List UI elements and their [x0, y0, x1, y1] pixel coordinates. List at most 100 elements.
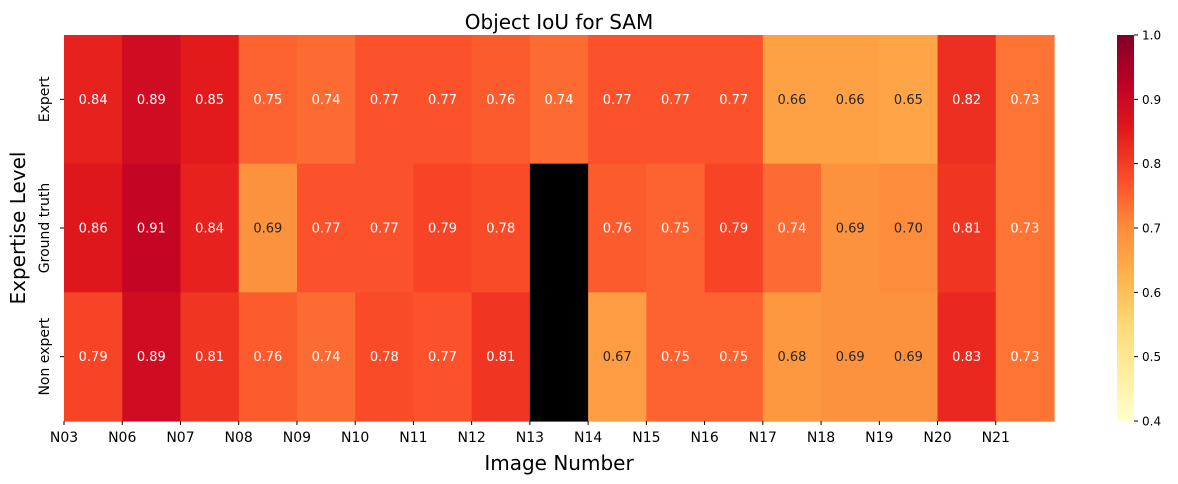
x-tick-labels: N03 N06 N07 N08 N09 N10 N11 N12 N13 N14 N15 N16 N17 N… [50, 421, 1010, 446]
cell-value-label: 0.81 [486, 350, 515, 365]
x-tick-label: N14 [574, 430, 602, 446]
cell-value-label: 0.82 [952, 93, 981, 108]
x-tick-label: N20 [923, 430, 951, 446]
y-tick-labels: Expert Ground truth Non expert [37, 76, 64, 396]
cell-value-label: 0.79 [719, 222, 748, 237]
heatmap-cell [64, 163, 123, 293]
heatmap-cell [762, 163, 822, 293]
heatmap-cell [296, 292, 356, 422]
heatmap-cell-labels: 0.84 0.89 0.85 0.75 0.74 0.77 0.77 0.76 0.74 0.77… [79, 93, 1040, 365]
cell-value-label: 0.77 [661, 93, 690, 108]
heatmap-cell [646, 35, 706, 165]
cell-value-label: 0.81 [952, 222, 981, 237]
cell-value-label: 0.75 [661, 350, 690, 365]
x-tick-label: N18 [807, 430, 835, 446]
x-tick-label: N07 [166, 430, 194, 446]
heatmap-cell [529, 163, 589, 293]
cell-value-label: 0.69 [894, 350, 923, 365]
heatmap-cell [355, 163, 415, 293]
heatmap-cells [64, 35, 1055, 422]
heatmap-cell [937, 35, 997, 165]
heatmap-cell [821, 292, 880, 422]
heatmap-cell [180, 35, 240, 165]
heatmap-cell [238, 292, 298, 422]
x-tick-label: N21 [982, 430, 1010, 446]
heatmap-cell [879, 163, 939, 293]
heatmap-cell [995, 292, 1055, 422]
colorbar-tick-label: 0.4 [1142, 415, 1161, 429]
heatmap-cell [238, 35, 298, 165]
cell-value-label: 0.69 [836, 222, 865, 237]
heatmap-cell [471, 163, 531, 293]
cell-value-label: 0.84 [195, 222, 224, 237]
heatmap-cell [529, 35, 589, 165]
cell-value-label: 0.77 [370, 222, 399, 237]
x-tick-label: N17 [749, 430, 777, 446]
x-tick-label: N15 [632, 430, 660, 446]
cell-value-label: 0.86 [79, 222, 108, 237]
cell-value-label: 0.89 [137, 350, 166, 365]
cell-value-label: 0.79 [79, 350, 108, 365]
heatmap-cell [413, 163, 473, 293]
x-axis-label: Image Number [484, 451, 634, 475]
cell-value-label: 0.74 [777, 222, 806, 237]
cell-value-label: 0.74 [545, 93, 574, 108]
cell-value-label: 0.75 [719, 350, 748, 365]
heatmap-cell [238, 163, 298, 293]
colorbar-tick-label: 0.6 [1142, 286, 1161, 300]
x-tick-label: N12 [458, 430, 486, 446]
cell-value-label: 0.68 [777, 350, 806, 365]
cell-value-label: 0.85 [195, 93, 224, 108]
x-tick-label: N19 [865, 430, 893, 446]
heatmap-cell [762, 292, 822, 422]
y-tick-label: Non expert [37, 317, 53, 395]
cell-value-label: 0.78 [486, 222, 515, 237]
cell-value-label: 0.75 [661, 222, 690, 237]
heatmap-cell [704, 292, 764, 422]
heatmap-cell [937, 163, 997, 293]
x-tick-label: N06 [108, 430, 136, 446]
cell-value-label: 0.84 [79, 93, 108, 108]
heatmap-cell [413, 35, 473, 165]
heatmap-cell [821, 163, 880, 293]
cell-value-label: 0.66 [777, 93, 806, 108]
x-tick-label: N16 [690, 430, 718, 446]
cell-value-label: 0.75 [253, 93, 282, 108]
x-tick-label: N13 [516, 430, 544, 446]
cell-value-label: 0.77 [428, 93, 457, 108]
heatmap-cell [646, 163, 706, 293]
colorbar-tick-label: 0.7 [1142, 222, 1161, 236]
x-tick-label: N09 [283, 430, 311, 446]
cell-value-label: 0.76 [603, 222, 632, 237]
heatmap-cell [471, 292, 531, 422]
heatmap-cell [180, 292, 240, 422]
cell-value-label: 0.76 [486, 93, 515, 108]
cell-value-label: 0.79 [428, 222, 457, 237]
colorbar [1117, 35, 1134, 421]
cell-value-label: 0.76 [253, 350, 282, 365]
cell-value-label: 0.67 [603, 350, 632, 365]
cell-value-label: 0.81 [195, 350, 224, 365]
heatmap-cell [879, 35, 939, 165]
heatmap-cell [471, 35, 531, 165]
chart-title: Object IoU for SAM [465, 10, 654, 34]
cell-value-label: 0.77 [428, 350, 457, 365]
heatmap-cell [64, 292, 123, 422]
cell-value-label: 0.69 [836, 350, 865, 365]
heatmap-cell [588, 35, 647, 165]
cell-value-label: 0.78 [370, 350, 399, 365]
heatmap-cell [646, 292, 706, 422]
cell-value-label: 0.69 [253, 222, 282, 237]
cell-value-label: 0.77 [603, 93, 632, 108]
cell-value-label: 0.65 [894, 93, 923, 108]
heatmap-cell [588, 292, 647, 422]
colorbar-tick-label: 1.0 [1142, 29, 1161, 43]
x-tick-label: N10 [341, 430, 369, 446]
heatmap-cell [704, 35, 764, 165]
heatmap-cell [995, 35, 1055, 165]
heatmap-cell [879, 292, 939, 422]
colorbar-tick-label: 0.5 [1142, 350, 1161, 364]
heatmap-cell [937, 292, 997, 422]
colorbar-tick-label: 0.9 [1142, 93, 1161, 107]
